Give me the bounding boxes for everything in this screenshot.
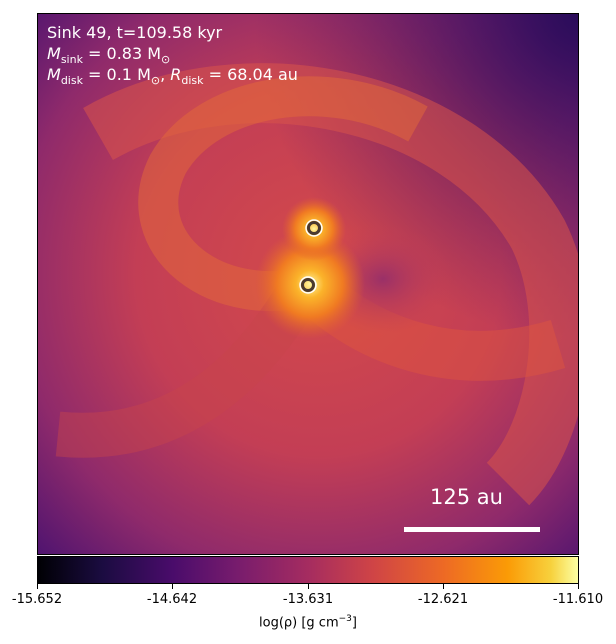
sink-upper-ring — [305, 219, 323, 237]
colorbar-tick — [443, 584, 444, 589]
colorbar-tick — [578, 584, 579, 589]
sink-lower-marker — [301, 278, 315, 292]
disk-properties-line: Mdisk = 0.1 M⊙, Rdisk = 68.04 au — [47, 65, 298, 88]
sink-mass-line: Msink = 0.83 M⊙ — [47, 44, 171, 67]
scale-bar-label: 125 au — [430, 485, 503, 509]
sink-upper-marker — [307, 221, 321, 235]
colorbar-tick — [37, 584, 38, 589]
colorbar-tick — [308, 584, 309, 589]
colorbar-tick — [172, 584, 173, 589]
density-map — [38, 14, 578, 554]
sink-lower-ring — [299, 276, 317, 294]
colorbar-tick-label: -11.610 — [552, 592, 604, 607]
colorbar-label: log(ρ) [g cm−3] — [259, 614, 357, 631]
colorbar — [37, 556, 579, 584]
scale-bar — [404, 527, 540, 532]
colorbar-tick-label: -15.652 — [11, 592, 63, 607]
sink-title: Sink 49, t=109.58 kyr — [47, 23, 223, 42]
colorbar-tick-label: -12.621 — [417, 592, 469, 607]
colorbar-tick-label: -14.642 — [146, 592, 198, 607]
density-map-panel: Sink 49, t=109.58 kyr Msink = 0.83 M⊙ Md… — [37, 13, 579, 555]
colorbar-tick-label: -13.631 — [282, 592, 334, 607]
